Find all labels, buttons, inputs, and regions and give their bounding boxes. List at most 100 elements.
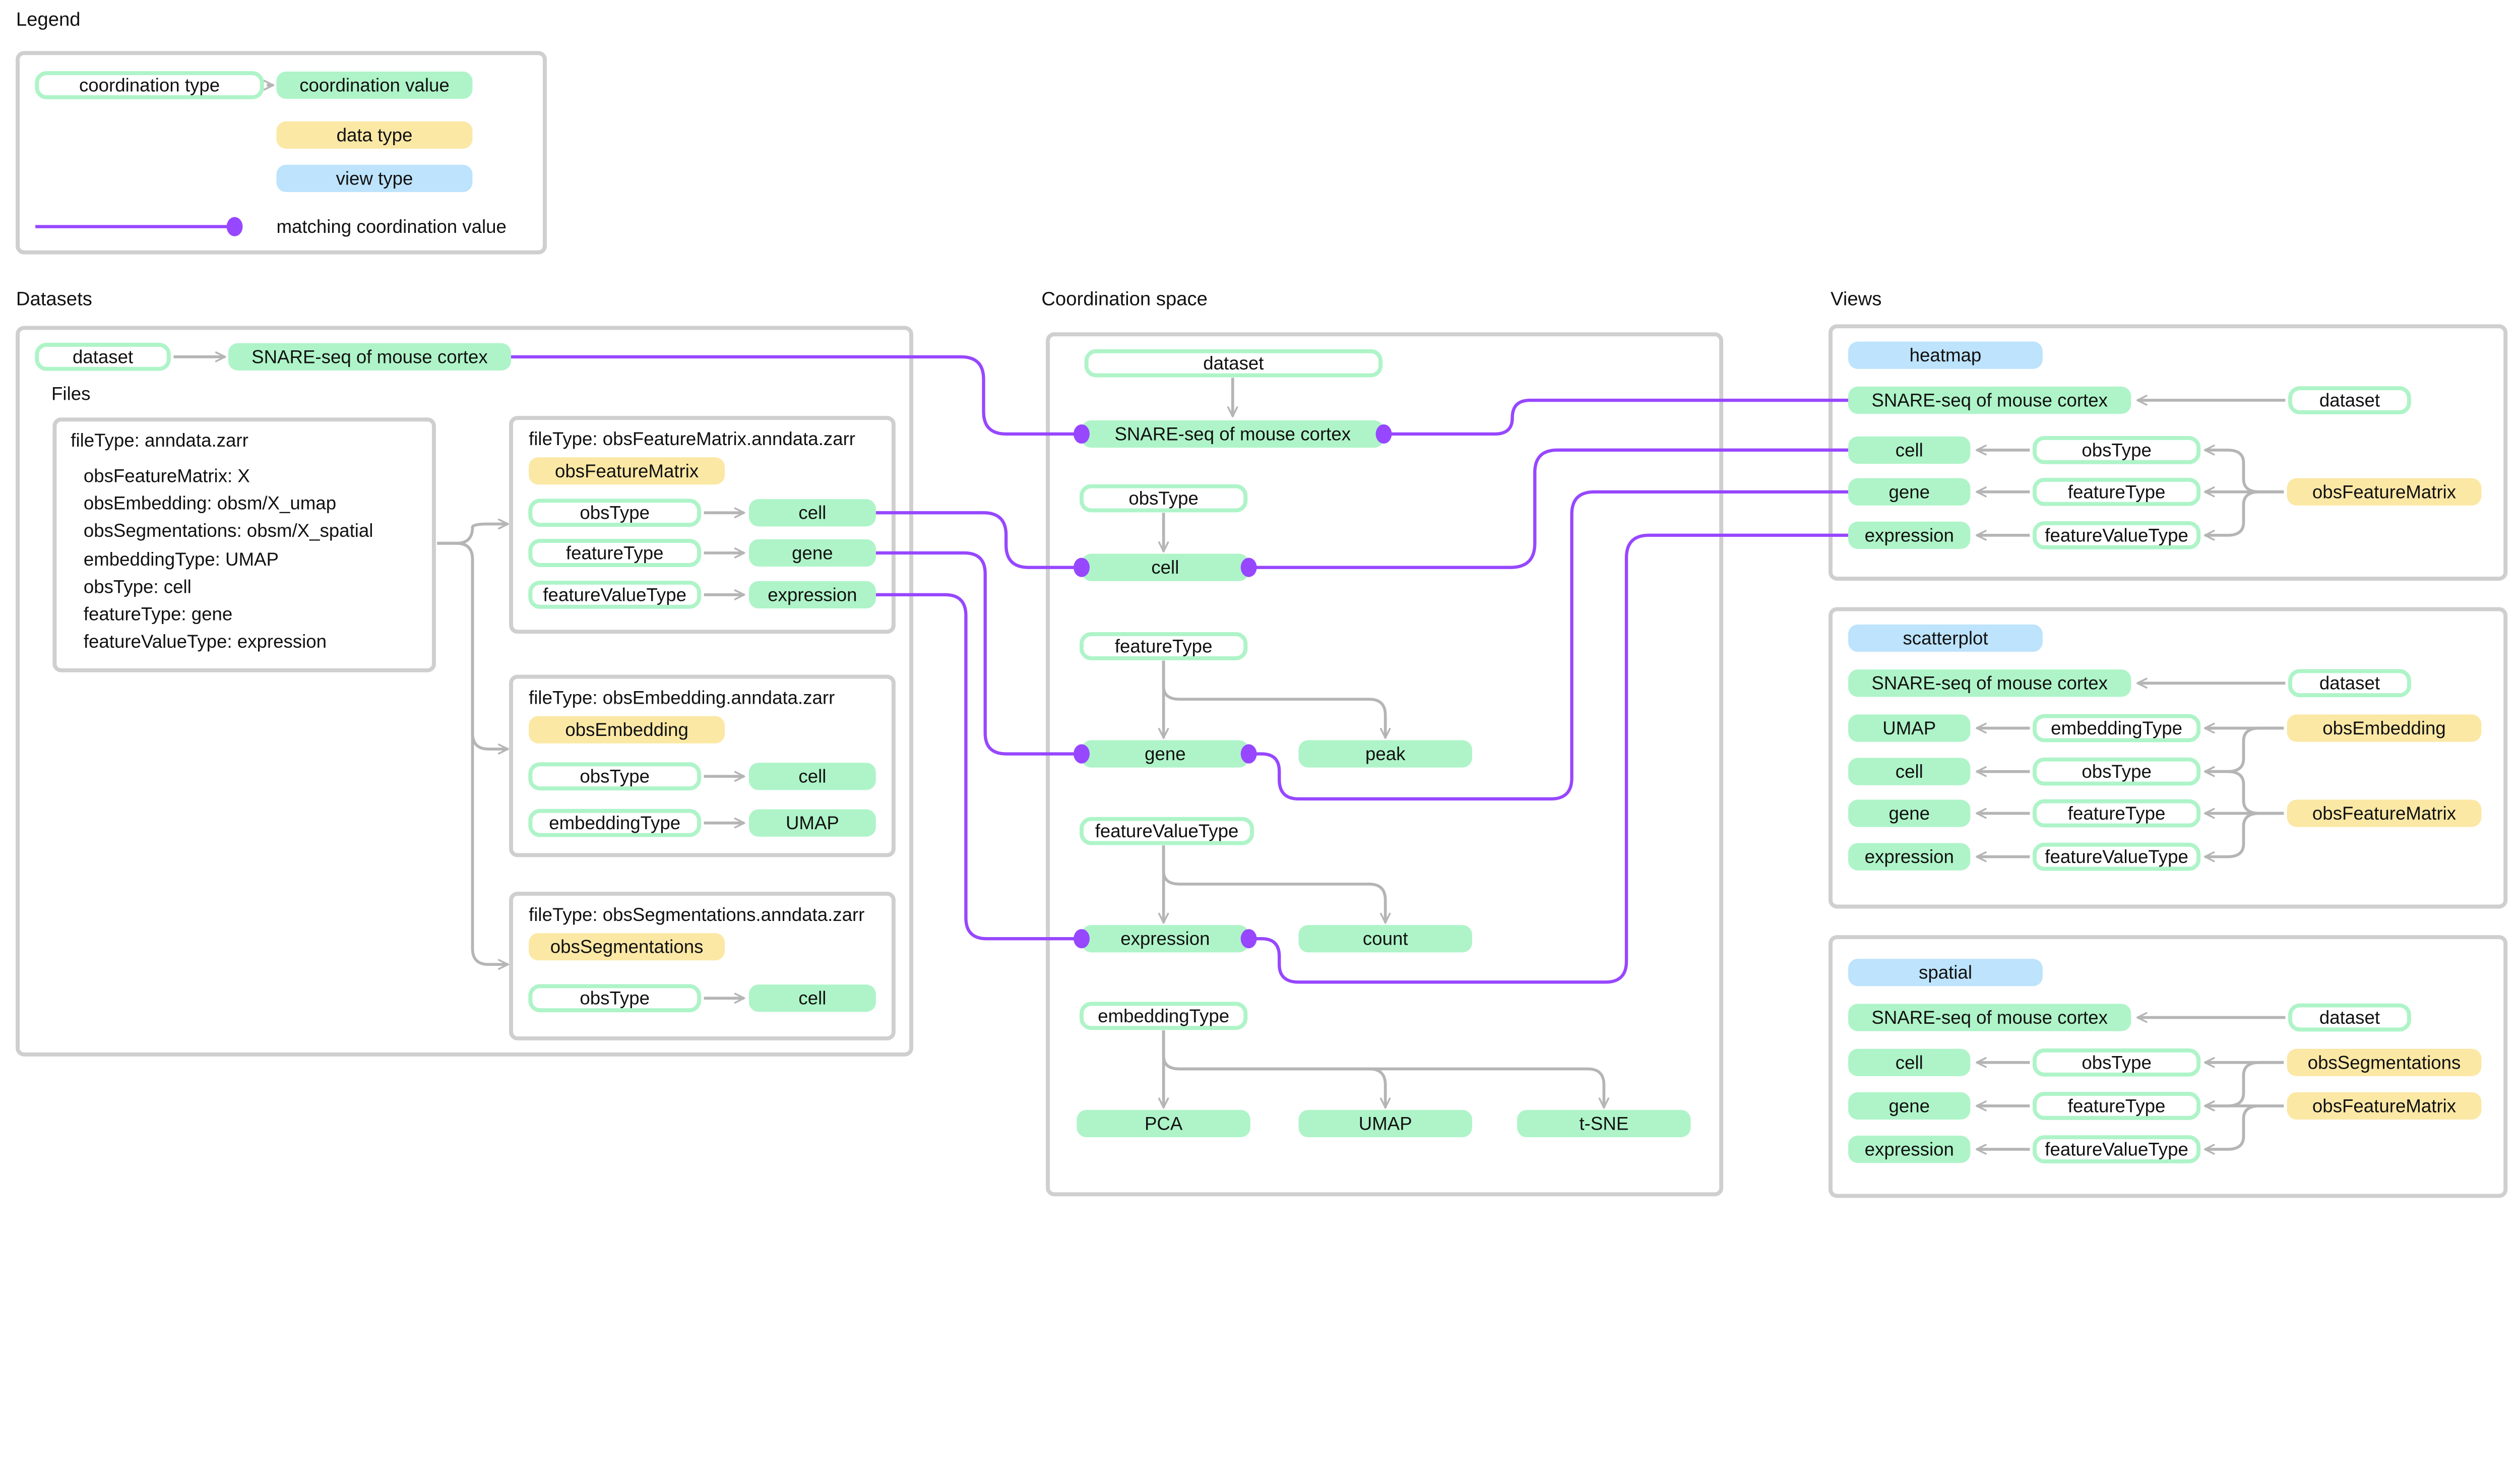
view-coordination-value-pill-shape — [1848, 1135, 1971, 1163]
file-data-type-pill-label: obsFeatureMatrix — [555, 461, 699, 481]
view-coordination-value-pill-shape — [1848, 521, 1971, 549]
view-coordination-value-pill[interactable]: cell — [1848, 1048, 1971, 1076]
cs-value-pill[interactable]: expression — [1082, 925, 1249, 953]
view-dataset-value-pill[interactable]: SNARE-seq of mouse cortex — [1848, 386, 2131, 414]
view-data-type-pill[interactable]: obsFeatureMatrix — [2287, 1092, 2482, 1120]
file-coordination-value-pill[interactable]: UMAP — [748, 809, 876, 837]
view-dataset-type-pill[interactable]: dataset — [2288, 669, 2411, 698]
file-coordination-value-pill[interactable]: cell — [748, 763, 876, 790]
file-main-line: featureValueType: expression — [84, 631, 327, 652]
matching-dot — [226, 217, 243, 236]
view-coordination-value-pill[interactable]: UMAP — [1848, 714, 1971, 742]
cs-type-pill[interactable]: featureType — [1080, 632, 1248, 660]
view-data-type-pill[interactable]: obsSegmentations — [2287, 1048, 2482, 1076]
views-title: Views — [1831, 288, 1881, 310]
file-coordination-value-pill[interactable]: cell — [748, 499, 876, 527]
cs-value-pill-label: gene — [1145, 744, 1186, 764]
view-coordination-value-pill[interactable]: cell — [1848, 436, 1971, 464]
view-dataset-type-pill[interactable]: dataset — [2288, 386, 2411, 414]
view-coordination-type-pill[interactable]: featureType — [2032, 799, 2201, 828]
view-coordination-value-pill[interactable]: gene — [1848, 799, 1971, 827]
legend-data-type[interactable]: data type — [276, 121, 473, 149]
dataset-value-pill[interactable]: SNARE-seq of mouse cortex — [228, 343, 512, 371]
file-coordination-value-pill-shape — [748, 809, 876, 837]
cs-value-pill[interactable]: gene — [1082, 740, 1249, 768]
file-coordination-type-pill[interactable]: obsType — [528, 984, 702, 1013]
legend-coordination-type-label: coordination type — [79, 75, 220, 96]
legend-coordination-type[interactable]: coordination type — [35, 71, 264, 99]
view-coordination-type-pill[interactable]: embeddingType — [2032, 714, 2201, 743]
file-data-type-pill[interactable]: obsFeatureMatrix — [529, 457, 725, 485]
file-data-type-pill[interactable]: obsSegmentations — [529, 933, 725, 961]
legend-coordination-value[interactable]: coordination value — [276, 71, 473, 99]
view-data-type-pill-label: obsFeatureMatrix — [2312, 481, 2456, 502]
view-coordination-value-pill[interactable]: gene — [1848, 1092, 1971, 1120]
legend-title: Legend — [16, 9, 81, 30]
view-coordination-value-pill[interactable]: expression — [1848, 843, 1971, 871]
legend-coordination-type-shape — [35, 71, 264, 99]
view-coordination-type-pill-shape — [2032, 714, 2201, 743]
view-type-pill[interactable]: spatial — [1848, 959, 2043, 986]
cs-value-pill[interactable]: t-SNE — [1517, 1109, 1691, 1138]
view-coordination-value-pill[interactable]: cell — [1848, 758, 1971, 785]
cs-value-pill[interactable]: PCA — [1077, 1109, 1250, 1138]
cs-value-dataset[interactable]: SNARE-seq of mouse cortex — [1082, 420, 1384, 448]
legend-view-type[interactable]: view type — [276, 164, 473, 193]
view-coordination-value-pill[interactable]: expression — [1848, 1135, 1971, 1163]
cs-type-pill-label: obsType — [1128, 488, 1199, 509]
view-coordination-type-pill[interactable]: featureValueType — [2032, 842, 2201, 871]
file-coordination-value-pill[interactable]: expression — [748, 581, 876, 608]
file-coordination-type-pill-shape — [528, 809, 702, 837]
view-coordination-type-pill[interactable]: featureValueType — [2032, 521, 2201, 549]
cs-value-pill-label: PCA — [1145, 1113, 1183, 1134]
view-dataset-type-pill[interactable]: dataset — [2288, 1003, 2411, 1032]
matching-dot — [1074, 424, 1090, 444]
view-dataset-value-pill[interactable]: SNARE-seq of mouse cortex — [1848, 1004, 2131, 1031]
file-coordination-type-pill[interactable]: obsType — [528, 499, 702, 527]
view-coordination-type-pill[interactable]: obsType — [2032, 1048, 2201, 1077]
view-coordination-type-pill-shape — [2032, 1091, 2201, 1120]
cs-value-pill-shape — [1298, 1109, 1472, 1138]
view-type-pill[interactable]: scatterplot — [1848, 624, 2043, 652]
cs-value-pill[interactable]: count — [1298, 925, 1472, 953]
cs-value-pill[interactable]: UMAP — [1298, 1109, 1472, 1138]
view-coordination-type-pill[interactable]: featureValueType — [2032, 1135, 2201, 1163]
view-data-type-pill-label: obsSegmentations — [2308, 1052, 2461, 1073]
cs-type-pill[interactable]: featureValueType — [1080, 817, 1254, 845]
cs-type-pill[interactable]: embeddingType — [1080, 1002, 1248, 1030]
dataset-type-pill-label: dataset — [73, 346, 133, 367]
view-coordination-type-pill[interactable]: obsType — [2032, 757, 2201, 786]
view-coordination-type-pill[interactable]: featureType — [2032, 1091, 2201, 1120]
view-coordination-value-pill[interactable]: expression — [1848, 521, 1971, 549]
view-coordination-value-pill[interactable]: gene — [1848, 478, 1971, 506]
cs-value-pill[interactable]: cell — [1082, 553, 1249, 581]
view-data-type-pill[interactable]: obsFeatureMatrix — [2287, 478, 2482, 506]
cs-value-pill[interactable]: peak — [1298, 740, 1472, 768]
file-coordination-type-pill[interactable]: obsType — [528, 762, 702, 791]
file-coordination-type-pill-label: featureType — [566, 542, 664, 563]
datasets-title: Datasets — [16, 288, 92, 310]
file-coordination-value-pill[interactable]: gene — [748, 539, 876, 567]
matching-line — [511, 355, 1082, 436]
cs-type-dataset[interactable]: dataset — [1084, 349, 1383, 378]
view-data-type-pill[interactable]: obsFeatureMatrix — [2287, 799, 2482, 827]
arrow — [2205, 1104, 2284, 1149]
file-coordination-type-pill[interactable]: featureType — [528, 539, 702, 567]
legend-data-type-shape — [276, 121, 473, 149]
dataset-type-pill-shape — [35, 343, 171, 371]
arrow — [1162, 1030, 1604, 1107]
file-data-type-pill-label: obsEmbedding — [565, 719, 688, 740]
matching-line — [875, 511, 1082, 569]
cs-type-pill[interactable]: obsType — [1080, 484, 1248, 513]
file-coordination-type-pill[interactable]: embeddingType — [528, 809, 702, 837]
view-dataset-value-pill[interactable]: SNARE-seq of mouse cortex — [1848, 669, 2131, 697]
file-coordination-value-pill[interactable]: cell — [748, 984, 876, 1012]
file-data-type-pill[interactable]: obsEmbedding — [529, 716, 725, 744]
view-data-type-pill[interactable]: obsEmbedding — [2287, 714, 2482, 742]
view-coordination-type-pill[interactable]: featureType — [2032, 477, 2201, 506]
view-type-pill[interactable]: heatmap — [1848, 341, 2043, 369]
dataset-type-pill[interactable]: dataset — [35, 343, 171, 371]
file-coordination-type-pill[interactable]: featureValueType — [528, 580, 702, 609]
view-coordination-type-pill[interactable]: obsType — [2032, 436, 2201, 464]
legend-data-type-label: data type — [337, 125, 413, 145]
